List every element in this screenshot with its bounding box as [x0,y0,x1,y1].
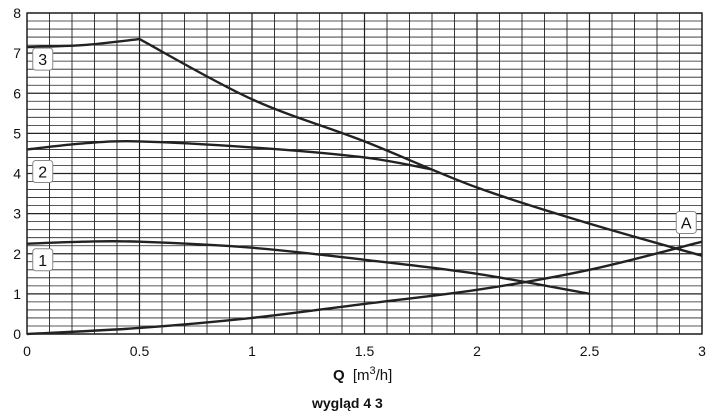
curve-label-box-1 [32,248,54,272]
y-tick-label: 7 [13,45,21,61]
plot-frame [26,12,703,335]
curve-label-2: 2 [38,164,47,181]
x-axis-symbol: Q [333,367,345,384]
x-axis-unit-exp: 3 [370,365,376,377]
y-tick-label: 5 [13,125,21,141]
curve-1 [26,239,590,296]
grid [26,12,703,335]
x-axis-unit-prefix: [m [353,367,370,384]
curve-label-box-3 [32,47,54,71]
x-tick-label: 2.5 [580,343,600,359]
y-tick-label: 0 [13,326,21,342]
x-tick-label: 1 [248,343,256,359]
y-tick-label: 2 [13,246,21,262]
x-tick-label: 0 [23,343,31,359]
y-tick-label: 6 [13,85,21,101]
x-axis-unit-suffix: /h] [376,367,393,384]
curve-label-a: A [681,215,692,232]
curve-label-box-2 [32,159,54,183]
chart-caption: wygląd 4 3 [311,395,383,411]
curve-a [26,240,703,336]
x-tick-label: 0.5 [130,343,150,359]
curve-2 [26,140,433,171]
x-tick-label: 2 [473,343,481,359]
curves [26,37,703,336]
curve-labels: 1 2 3 A [32,47,697,272]
curve-label-1: 1 [38,253,47,270]
curve-label-3: 3 [38,52,47,69]
curve-3 [26,37,703,257]
y-tick-label: 3 [13,206,21,222]
x-axis-label: Q [m3/h] [333,365,392,384]
x-tick-label: 3 [698,343,706,359]
y-tick-label: 8 [13,5,21,21]
curve-label-box-a [675,210,697,234]
x-tick-label: 1.5 [355,343,375,359]
y-tick-label: 1 [13,286,21,302]
tick-labels: 0 0.5 1 1.5 2 2.5 3 0 1 2 3 4 5 6 7 8 [13,5,706,359]
y-tick-label: 4 [13,166,21,182]
